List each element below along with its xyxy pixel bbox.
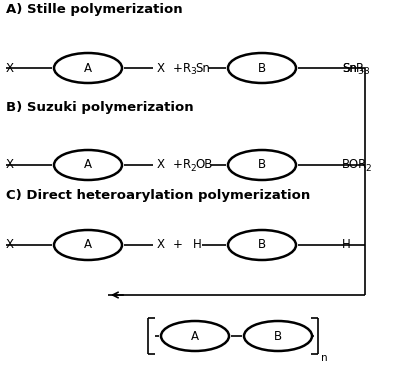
Text: B) Suzuki polymerization: B) Suzuki polymerization (6, 101, 193, 114)
Ellipse shape (228, 150, 296, 180)
Text: 2: 2 (190, 164, 196, 173)
Ellipse shape (228, 53, 296, 83)
Text: BOR: BOR (342, 158, 367, 172)
Text: H: H (342, 239, 351, 252)
Text: X: X (6, 239, 14, 252)
Text: Sn: Sn (342, 61, 357, 74)
Text: OB: OB (195, 158, 212, 172)
Text: A: A (191, 330, 199, 343)
Text: +: + (173, 239, 183, 252)
Text: X: X (157, 239, 165, 252)
Text: 2: 2 (365, 164, 371, 173)
Text: R: R (183, 61, 191, 74)
Text: 3: 3 (363, 67, 369, 76)
Text: 3: 3 (190, 67, 196, 76)
Text: A: A (84, 158, 92, 172)
Ellipse shape (244, 321, 312, 351)
Ellipse shape (54, 230, 122, 260)
Text: X: X (157, 158, 165, 172)
Ellipse shape (228, 230, 296, 260)
Text: B: B (258, 239, 266, 252)
Text: +: + (173, 158, 183, 172)
Text: B: B (274, 330, 282, 343)
Text: R: R (183, 158, 191, 172)
Text: +: + (173, 61, 183, 74)
Text: A: A (84, 239, 92, 252)
Ellipse shape (54, 150, 122, 180)
Text: Sn: Sn (342, 61, 357, 74)
Text: B: B (258, 61, 266, 74)
Text: A) Stille polymerization: A) Stille polymerization (6, 3, 183, 17)
Text: H: H (193, 239, 202, 252)
Text: X: X (6, 158, 14, 172)
Text: 3: 3 (357, 67, 363, 76)
Text: R: R (356, 61, 364, 74)
Text: A: A (84, 61, 92, 74)
Ellipse shape (161, 321, 229, 351)
Text: X: X (157, 61, 165, 74)
Text: X: X (6, 61, 14, 74)
Text: Sn: Sn (195, 61, 210, 74)
Text: C) Direct heteroarylation polymerization: C) Direct heteroarylation polymerization (6, 188, 310, 202)
Ellipse shape (54, 53, 122, 83)
Text: B: B (258, 158, 266, 172)
Text: n: n (321, 353, 328, 363)
